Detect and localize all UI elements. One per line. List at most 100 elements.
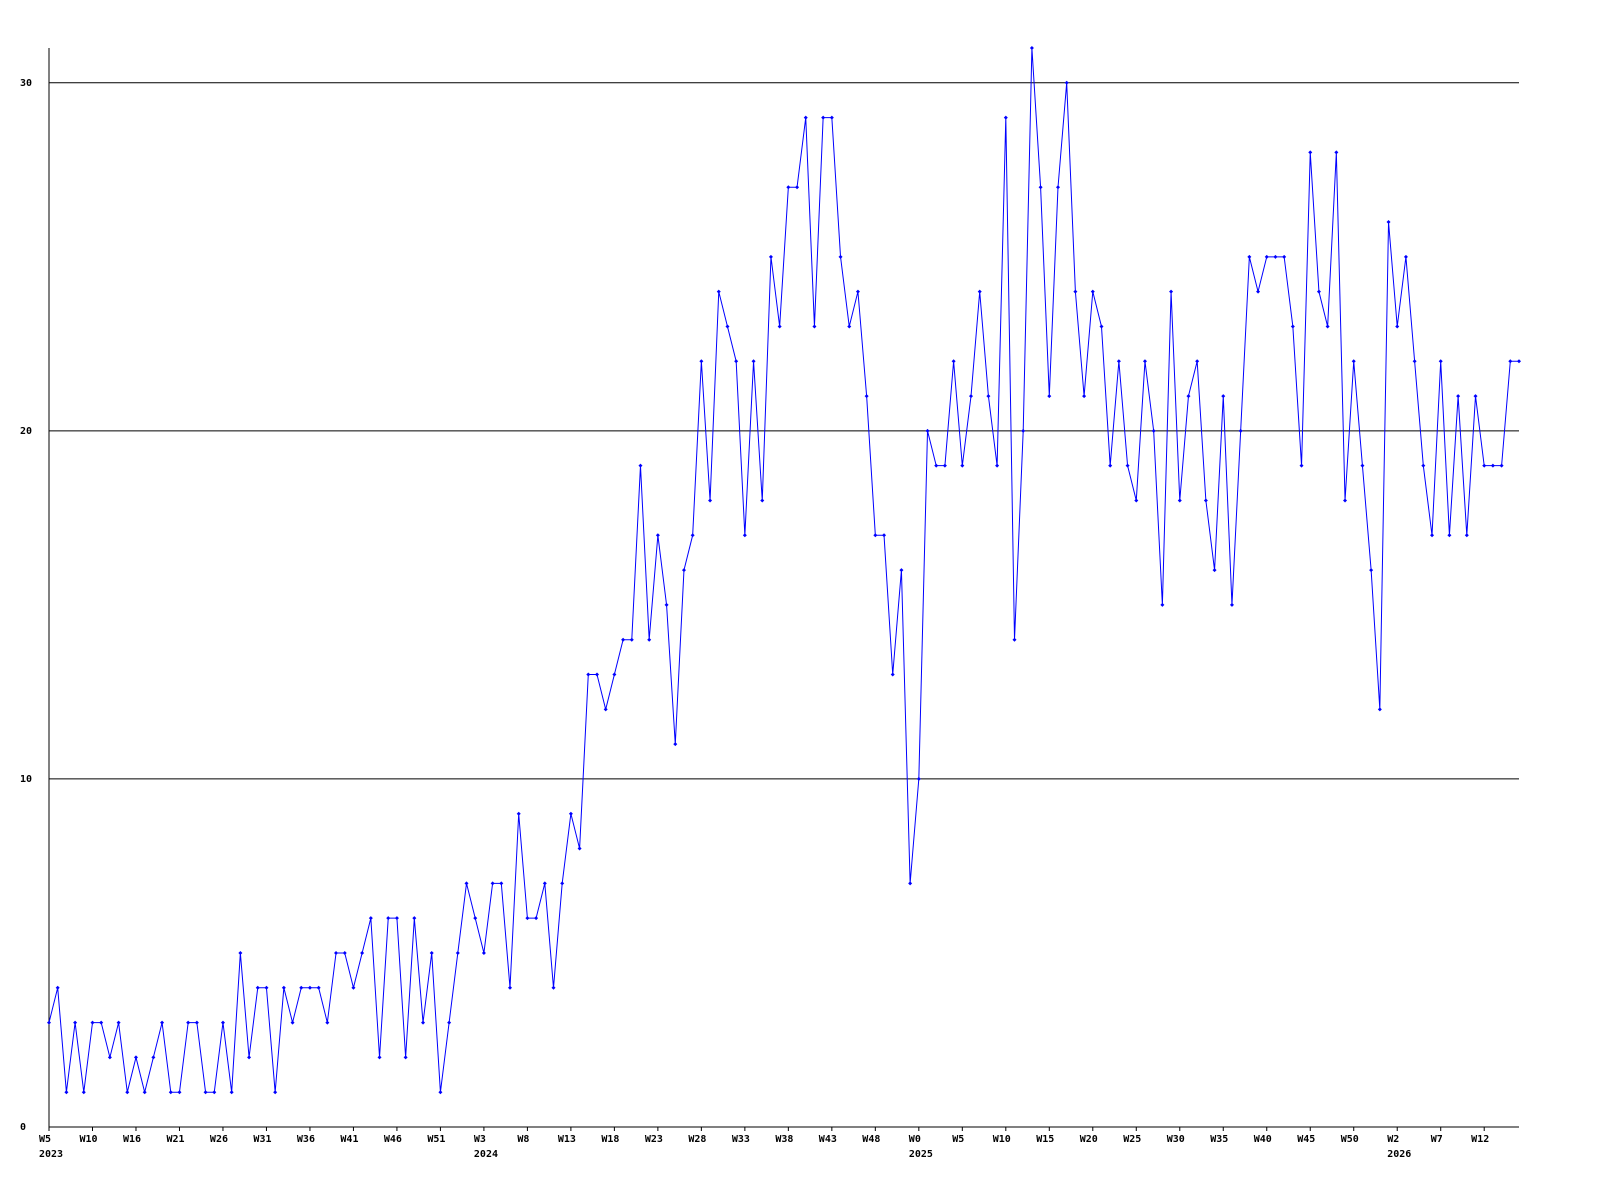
data-point (916, 776, 921, 781)
data-point (1464, 533, 1469, 538)
data-point (1290, 324, 1295, 329)
x-tick-label: W7 (1431, 1134, 1443, 1145)
data-point (1508, 359, 1513, 364)
data-point (1229, 602, 1234, 607)
data-point (534, 916, 539, 921)
data-point (142, 1090, 147, 1095)
data-point (107, 1055, 112, 1060)
data-point (925, 428, 930, 433)
data-point (803, 115, 808, 120)
data-point (969, 394, 974, 399)
data-point (1221, 394, 1226, 399)
data-point (568, 811, 573, 816)
data-point (1064, 80, 1069, 85)
data-point (1212, 568, 1217, 573)
data-point (194, 1020, 199, 1025)
data-point (1012, 637, 1017, 642)
data-point (908, 881, 913, 886)
data-point (133, 1055, 138, 1060)
x-tick-label: W25 (1123, 1134, 1141, 1145)
x-tick-label: W43 (819, 1134, 837, 1145)
data-point (421, 1020, 426, 1025)
data-point (394, 916, 399, 921)
data-point (690, 533, 695, 538)
data-point (1108, 463, 1113, 468)
x-tick-label: W48 (862, 1134, 880, 1145)
data-point (838, 254, 843, 259)
data-point (1099, 324, 1104, 329)
data-point (307, 985, 312, 990)
x-tick-label: W5 (952, 1134, 964, 1145)
data-point (1403, 254, 1408, 259)
data-point (768, 254, 773, 259)
data-point (647, 637, 652, 642)
data-point (1299, 463, 1304, 468)
data-point (1142, 359, 1147, 364)
data-point (1456, 394, 1461, 399)
data-point (603, 707, 608, 712)
data-point (1003, 115, 1008, 120)
data-point (238, 950, 243, 955)
data-point (81, 1090, 86, 1095)
data-point (777, 324, 782, 329)
data-point (125, 1090, 130, 1095)
data-point (516, 811, 521, 816)
data-point (1186, 394, 1191, 399)
data-point (899, 568, 904, 573)
data-point (212, 1090, 217, 1095)
data-point (377, 1055, 382, 1060)
data-point (890, 672, 895, 677)
data-point (708, 498, 713, 503)
data-point (64, 1090, 69, 1095)
x-tick-label: W5 (39, 1134, 51, 1145)
x-tick-label: W13 (558, 1134, 576, 1145)
data-point (681, 568, 686, 573)
data-point (673, 742, 678, 747)
data-point (829, 115, 834, 120)
data-point (1360, 463, 1365, 468)
data-point (664, 602, 669, 607)
data-point (1473, 394, 1478, 399)
data-point (586, 672, 591, 677)
year-label: 2026 (1387, 1149, 1411, 1160)
data-point (1325, 324, 1330, 329)
data-point (942, 463, 947, 468)
data-point (934, 463, 939, 468)
data-point (490, 881, 495, 886)
data-point (220, 1020, 225, 1025)
x-tick-label: W41 (340, 1134, 358, 1145)
data-point (264, 985, 269, 990)
data-point (1316, 289, 1321, 294)
data-point (577, 846, 582, 851)
data-point (429, 950, 434, 955)
data-point (560, 881, 565, 886)
data-point (882, 533, 887, 538)
data-point (368, 916, 373, 921)
year-label: 2025 (909, 1149, 933, 1160)
x-tick-label: W35 (1210, 1134, 1228, 1145)
data-point (412, 916, 417, 921)
data-point (1412, 359, 1417, 364)
data-point (255, 985, 260, 990)
data-point (177, 1090, 182, 1095)
data-point (725, 324, 730, 329)
data-point (455, 950, 460, 955)
data-point (1351, 359, 1356, 364)
data-line (48, 47, 1519, 1093)
data-point (1482, 463, 1487, 468)
data-point (73, 1020, 78, 1025)
data-point (1256, 289, 1261, 294)
data-point (473, 916, 478, 921)
data-point (481, 950, 486, 955)
x-tick-label: W23 (645, 1134, 663, 1145)
x-tick-label: W10 (79, 1134, 97, 1145)
data-point (612, 672, 617, 677)
data-point (1517, 359, 1521, 364)
data-point (1116, 359, 1121, 364)
data-point (203, 1090, 208, 1095)
x-tick-label: W36 (297, 1134, 315, 1145)
x-tick-label: W2 (1387, 1134, 1399, 1145)
data-point (273, 1090, 278, 1095)
data-point (638, 463, 643, 468)
